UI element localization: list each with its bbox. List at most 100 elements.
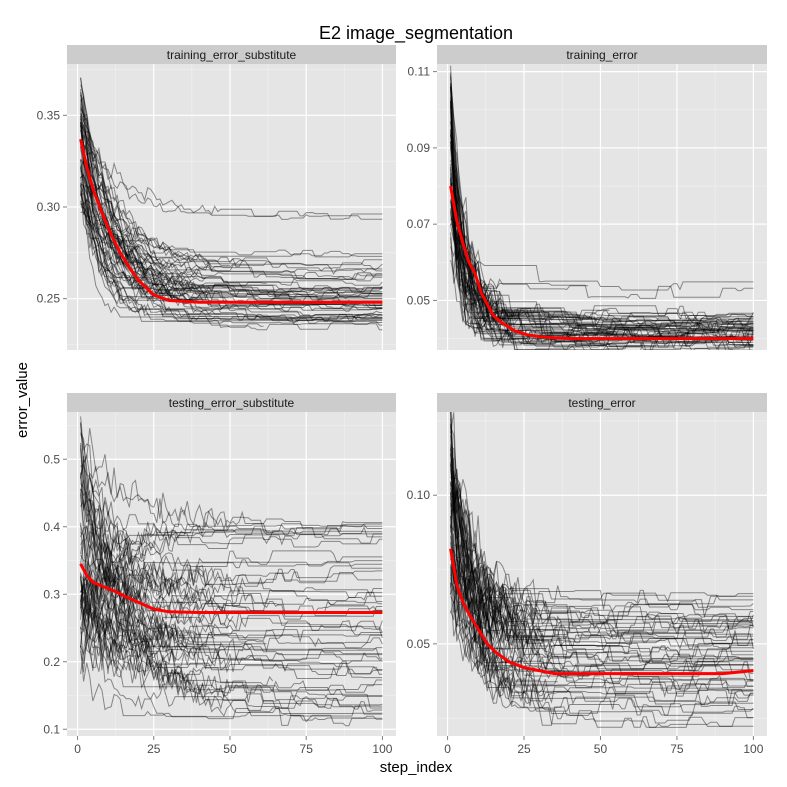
run-line xyxy=(450,111,754,346)
run-line xyxy=(80,525,383,609)
y-axis-title: error_value xyxy=(14,362,31,438)
run-line xyxy=(80,523,383,616)
run-line xyxy=(80,608,383,661)
run-line xyxy=(80,631,383,674)
run-lines xyxy=(450,412,754,728)
y-tick-label: 0.3 xyxy=(43,587,60,601)
run-line xyxy=(80,461,383,569)
run-line xyxy=(80,190,383,310)
run-line xyxy=(450,463,754,670)
run-line xyxy=(450,468,754,676)
run-line xyxy=(450,86,754,332)
run-line xyxy=(80,88,221,316)
run-line xyxy=(80,121,383,318)
run-line xyxy=(450,135,754,319)
run-line xyxy=(450,85,754,350)
run-line xyxy=(450,177,604,345)
mean-line xyxy=(449,185,754,341)
mean-line xyxy=(449,548,754,676)
run-line xyxy=(80,183,383,326)
run-line xyxy=(450,533,754,620)
y-tick-label: 0.5 xyxy=(43,452,60,466)
run-line xyxy=(450,100,754,341)
run-line xyxy=(80,182,383,279)
run-line xyxy=(80,211,383,320)
run-line xyxy=(450,183,754,329)
run-line xyxy=(450,464,754,663)
run-line xyxy=(80,525,383,612)
run-line xyxy=(80,77,383,309)
run-line xyxy=(450,200,754,339)
y-tick-label: 0.05 xyxy=(407,637,431,651)
run-line xyxy=(450,159,754,329)
run-line xyxy=(80,84,383,321)
run-line xyxy=(80,606,383,721)
run-line xyxy=(80,463,383,712)
run-line xyxy=(80,535,383,708)
run-line xyxy=(80,98,383,282)
run-line xyxy=(80,112,212,317)
run-line xyxy=(80,592,383,640)
run-line xyxy=(450,549,754,630)
run-line xyxy=(80,107,383,317)
x-axis-title: step_index xyxy=(380,759,453,776)
y-tick-label: 0.10 xyxy=(407,488,431,502)
run-line xyxy=(80,165,383,300)
run-line xyxy=(80,488,383,597)
run-line xyxy=(80,423,383,534)
run-line xyxy=(80,184,264,328)
x-tick-label: 0 xyxy=(74,742,81,756)
run-line xyxy=(80,106,383,273)
run-line xyxy=(80,477,383,602)
x-tick-label: 0 xyxy=(444,742,451,756)
run-line xyxy=(80,91,383,257)
run-line xyxy=(450,435,754,694)
run-line xyxy=(80,532,267,652)
run-line xyxy=(450,65,754,334)
run-line xyxy=(80,103,383,280)
run-line xyxy=(80,455,270,532)
run-line xyxy=(80,159,383,293)
y-tick-label: 0.1 xyxy=(43,722,60,736)
run-line xyxy=(450,495,754,641)
y-tick-label: 0.25 xyxy=(37,292,61,306)
run-line xyxy=(80,158,267,265)
run-line xyxy=(450,418,754,634)
x-tick-label: 75 xyxy=(670,742,684,756)
run-line xyxy=(80,206,383,266)
run-line xyxy=(450,508,754,728)
run-line xyxy=(450,424,754,716)
run-line xyxy=(80,124,383,299)
run-line xyxy=(450,471,754,660)
run-line xyxy=(450,566,754,647)
run-line xyxy=(450,550,754,663)
run-line xyxy=(450,469,754,622)
facet-strip-label: training_error_substitute xyxy=(167,48,297,62)
facet-strip xyxy=(437,393,767,412)
run-line xyxy=(80,125,383,270)
facet-testing_error_substitute: testing_error_substitute 0.1 0.2 0.3 0.4 0.5 0… xyxy=(43,393,396,756)
run-line xyxy=(80,537,383,653)
run-line xyxy=(450,558,754,661)
run-line xyxy=(80,122,383,324)
run-line xyxy=(450,216,754,331)
run-line xyxy=(80,479,383,549)
run-line xyxy=(80,185,383,312)
run-line xyxy=(450,578,754,628)
run-line xyxy=(450,564,754,672)
run-line xyxy=(450,167,754,299)
run-line xyxy=(80,416,383,617)
run-line xyxy=(450,484,754,657)
run-line xyxy=(450,199,754,347)
run-line xyxy=(80,611,383,653)
run-line xyxy=(80,93,231,304)
run-line xyxy=(450,515,754,728)
run-line xyxy=(450,208,754,320)
run-line xyxy=(450,490,754,610)
run-line xyxy=(80,421,383,530)
run-line xyxy=(80,167,206,282)
run-line xyxy=(450,516,754,651)
run-line xyxy=(450,120,754,341)
y-tick-label: 0.07 xyxy=(407,217,431,231)
run-line xyxy=(450,181,754,329)
